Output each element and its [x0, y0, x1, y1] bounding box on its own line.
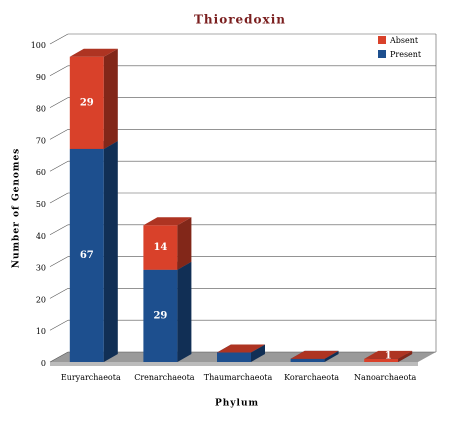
legend-label: Present: [390, 50, 422, 59]
y-tick-label: 0: [41, 359, 46, 368]
y-tick-label: 30: [36, 264, 46, 273]
bar-front: [217, 352, 251, 362]
grid-line-side: [49, 129, 69, 140]
y-tick-label: 20: [36, 295, 46, 304]
grid-line-side: [49, 256, 69, 267]
value-label: 14: [153, 242, 167, 253]
bar-segment: [364, 350, 413, 362]
bar-front: [364, 358, 399, 362]
x-tick-label: Thaumarchaeota: [204, 373, 273, 382]
grid-line-side: [49, 160, 69, 172]
grid-line-side: [49, 65, 69, 77]
bar-top: [217, 344, 265, 353]
x-axis-label: Phylum: [215, 399, 259, 409]
bar-top: [143, 217, 192, 226]
grid-line-side: [49, 192, 69, 204]
bar-side: [103, 48, 118, 149]
y-tick-label: 70: [36, 136, 46, 145]
grid-line-side: [49, 224, 69, 236]
bar-front: [69, 148, 104, 362]
grid-line-side: [49, 33, 69, 45]
bar-top: [364, 350, 413, 359]
value-label: 29: [80, 97, 94, 108]
bar-front: [69, 56, 104, 149]
bar-segment: [143, 217, 192, 270]
legend-swatch: [378, 36, 386, 44]
floor-edge: [50, 362, 418, 366]
x-tick-label: Korarchaeota: [284, 373, 339, 382]
value-label: 67: [80, 250, 94, 261]
bar-front: [143, 225, 178, 270]
y-axis-label: Number of Genomes: [12, 148, 22, 268]
value-label: 29: [153, 310, 167, 321]
y-tick-label: 100: [31, 41, 46, 50]
bar-top: [290, 350, 339, 359]
bar-front: [290, 358, 325, 362]
bar-side: [251, 344, 265, 362]
y-tick-label: 50: [36, 200, 46, 209]
bar-side: [177, 217, 192, 270]
y-tick-label: 60: [36, 168, 46, 177]
bar-top: [69, 48, 118, 57]
y-tick-label: 40: [36, 232, 46, 241]
grid-line-side: [49, 97, 69, 108]
x-tick-label: Nanoarchaeota: [354, 373, 417, 382]
legend-label: Absent: [389, 36, 419, 45]
bar-segment: [143, 261, 192, 362]
bar-side: [398, 350, 413, 362]
chart-title: Thioredoxin: [194, 13, 286, 27]
bar-segment: [290, 350, 339, 359]
bar-side: [324, 350, 339, 362]
bar-segment: [217, 344, 265, 353]
x-tick-label: Euryarchaeota: [61, 373, 121, 382]
grid-line-side: [49, 288, 69, 299]
bar-front: [143, 269, 178, 362]
value-label: 1: [385, 350, 392, 361]
legend-swatch: [378, 50, 386, 58]
y-tick-label: 90: [36, 73, 46, 82]
bar-side: [103, 140, 118, 362]
y-tick-label: 10: [36, 327, 46, 336]
grid-line-side: [49, 351, 69, 363]
grid-line-side: [49, 319, 69, 331]
bar-segment: [69, 48, 118, 149]
bar-side: [177, 261, 192, 362]
bar-segment: [69, 140, 118, 362]
x-tick-label: Crenarchaeota: [134, 373, 195, 382]
y-tick-label: 80: [36, 105, 46, 114]
